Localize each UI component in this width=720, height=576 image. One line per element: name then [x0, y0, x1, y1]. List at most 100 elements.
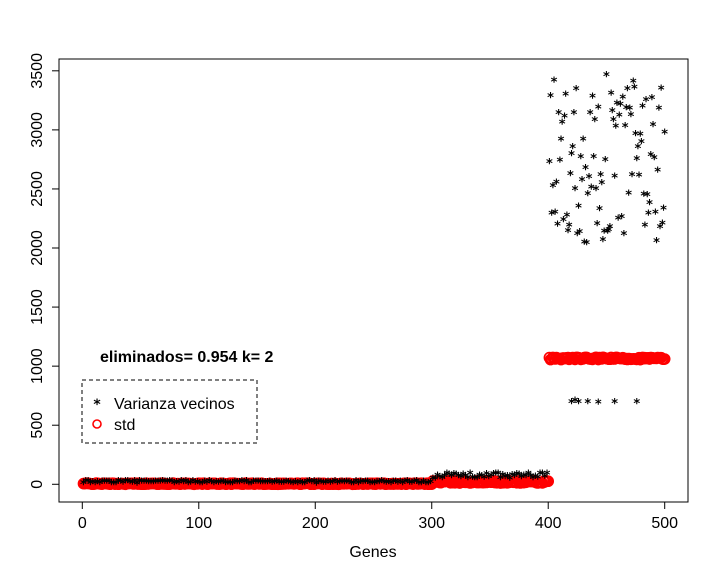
varianza-point: * [339, 477, 346, 492]
varianza-point: * [549, 181, 556, 196]
varianza-point: * [374, 477, 381, 492]
varianza-point: * [587, 108, 594, 123]
legend-box [81, 379, 258, 444]
varianza-point: * [544, 468, 551, 483]
varianza-point: * [336, 477, 343, 492]
varianza-point: * [341, 477, 348, 492]
varianza-point: * [388, 478, 395, 493]
varianza-point: * [460, 470, 467, 485]
varianza-point: * [427, 477, 434, 492]
varianza-point: * [568, 397, 575, 412]
varianza-point: * [211, 478, 218, 493]
varianza-point: * [385, 477, 392, 492]
y-tick-label: 1500 [29, 289, 46, 325]
varianza-point: * [227, 478, 234, 493]
varianza-point: * [583, 238, 590, 253]
y-tick-label: 3500 [29, 53, 46, 89]
varianza-point: * [399, 478, 406, 493]
varianza-point: * [575, 202, 582, 217]
varianza-point: * [603, 70, 610, 85]
varianza-point: * [645, 209, 652, 224]
varianza-point: * [568, 149, 575, 164]
varianza-point: * [204, 477, 211, 492]
varianza-point: * [626, 104, 633, 119]
varianza-point: * [547, 91, 554, 106]
varianza-point: * [355, 478, 362, 493]
varianza-point: * [661, 127, 668, 142]
varianza-point: * [122, 476, 129, 491]
varianza-point: * [364, 477, 371, 492]
varianza-point: * [633, 397, 640, 412]
varianza-point: * [495, 468, 502, 483]
varianza-point: * [610, 115, 617, 130]
varianza-point: * [350, 478, 357, 493]
varianza-point: * [653, 236, 660, 251]
varianza-point: * [197, 478, 204, 493]
varianza-point: * [584, 397, 591, 412]
varianza-point: * [332, 476, 339, 491]
varianza-point: * [502, 472, 509, 487]
varianza-point: * [582, 163, 589, 178]
varianza-point: * [89, 477, 96, 492]
y-axis: 0 500 1000 1500 2000 2500 3000 3500 [29, 53, 60, 489]
varianza-point: * [559, 118, 566, 133]
varianza-point: * [617, 100, 624, 115]
varianza-point: * [446, 470, 453, 485]
varianza-point: * [304, 477, 311, 492]
varianza-point: * [532, 471, 539, 486]
varianza-point: * [236, 477, 243, 492]
varianza-point: * [605, 225, 612, 240]
varianza-point: * [82, 476, 89, 491]
x-tick-label: 0 [78, 515, 87, 532]
varianza-point: * [327, 478, 334, 493]
varianza-point: * [271, 477, 278, 492]
varianza-point: * [594, 219, 601, 234]
varianza-point: * [250, 477, 257, 492]
varianza-point: * [369, 477, 376, 492]
varianza-point: * [464, 473, 471, 488]
varianza-point: * [171, 478, 178, 493]
varianza-point: * [576, 227, 583, 242]
annotation: eliminados= 0.954 k= 2 [100, 349, 274, 366]
varianza-point: * [155, 477, 162, 492]
varianza-point: * [199, 478, 206, 493]
varianza-point: * [322, 477, 329, 492]
std-point [658, 353, 671, 365]
varianza-point: * [285, 477, 292, 492]
varianza-point: * [432, 473, 439, 488]
varianza-point: * [637, 130, 644, 145]
x-axis: 0 100 200 300 400 500 [78, 501, 678, 532]
varianza-point: * [290, 478, 297, 493]
varianza-point: * [92, 478, 99, 493]
varianza-point: * [115, 476, 122, 491]
varianza-point: * [245, 478, 252, 493]
varianza-point: * [381, 477, 388, 492]
varianza-point: * [94, 477, 101, 492]
varianza-point: * [299, 478, 306, 493]
varianza-point: * [572, 396, 579, 411]
varianza-point: * [530, 473, 537, 488]
varianza-point: * [520, 470, 527, 485]
varianza-point: * [655, 103, 662, 118]
varianza-point: * [618, 212, 625, 227]
varianza-point: * [108, 478, 115, 493]
varianza-point: * [551, 75, 558, 90]
varianza-point: * [346, 477, 353, 492]
varianza-point: * [138, 476, 145, 491]
varianza-point: * [561, 112, 568, 127]
varianza-point: * [541, 472, 548, 487]
varianza-point: * [248, 478, 255, 493]
varianza-point: * [600, 235, 607, 250]
varianza-point: * [584, 189, 591, 204]
varianza-point: * [318, 477, 325, 492]
varianza-point: * [658, 83, 665, 98]
varianza-point: * [134, 478, 141, 493]
varianza-point: * [504, 471, 511, 486]
varianza-point: * [467, 468, 474, 483]
varianza-point: * [201, 476, 208, 491]
varianza-point: * [159, 476, 166, 491]
varianza-point: * [572, 184, 579, 199]
varianza-point: * [478, 471, 485, 486]
varianza-point: * [325, 476, 332, 491]
varianza-point: * [234, 477, 241, 492]
